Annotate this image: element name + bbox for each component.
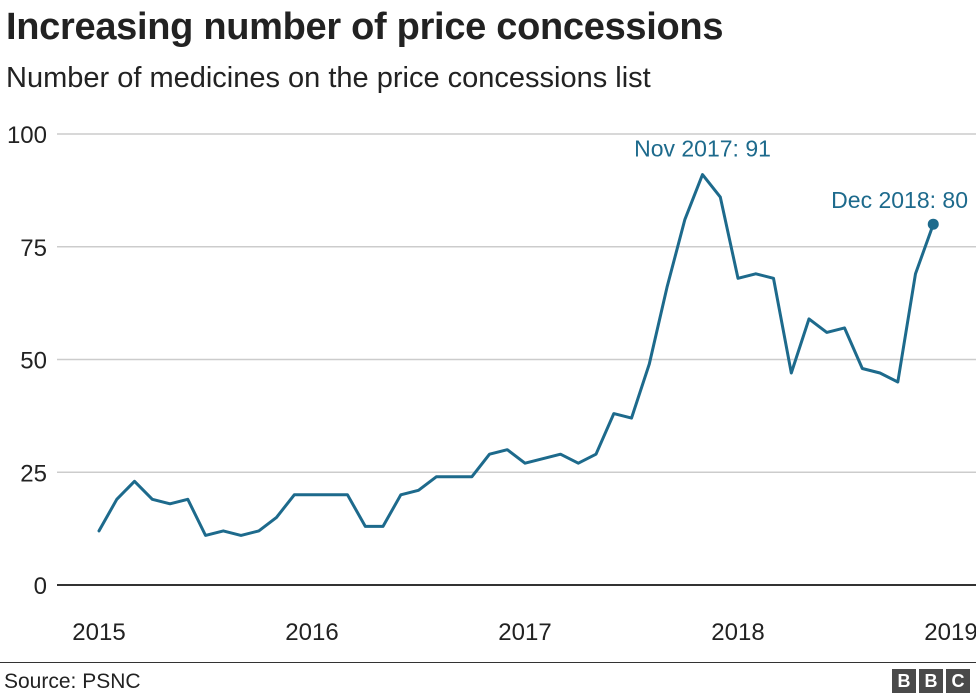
line-chart: 0 25 50 75 100 2015 2016 2017 2018 2019 Nov 2017… <box>7 122 976 646</box>
bbc-logo-block: B <box>892 669 916 693</box>
bbc-logo-block: C <box>946 669 970 693</box>
x-tick-label: 2017 <box>498 619 551 646</box>
y-tick-label: 25 <box>20 460 47 487</box>
y-tick-label: 0 <box>34 573 47 600</box>
y-tick-label: 50 <box>20 348 47 375</box>
chart-title: Increasing number of price concessions <box>6 6 724 48</box>
y-tick-label: 100 <box>7 122 47 149</box>
source-note: Source: PSNC <box>4 670 141 693</box>
chart-subtitle: Number of medicines on the price concess… <box>6 62 651 94</box>
footer-divider <box>0 662 976 663</box>
x-tick-label: 2016 <box>285 619 338 646</box>
x-tick-label: 2015 <box>72 619 125 646</box>
annotation-label: Nov 2017: 91 <box>634 136 771 162</box>
y-tick-label: 75 <box>20 235 47 262</box>
annotation-label: Dec 2018: 80 <box>831 187 968 213</box>
series <box>97 173 935 537</box>
annotations: Nov 2017: 91 Dec 2018: 80 <box>634 136 968 230</box>
grid-lines <box>57 133 976 586</box>
x-tick-label: 2018 <box>711 619 764 646</box>
end-point-marker <box>927 218 939 230</box>
bbc-logo-block: B <box>919 669 943 693</box>
y-tick-labels: 0 25 50 75 100 <box>7 122 47 600</box>
bbc-logo: B B C <box>892 669 970 693</box>
x-tick-label: 2019 <box>924 619 976 646</box>
series-line <box>97 173 935 537</box>
x-tick-labels: 2015 2016 2017 2018 2019 <box>72 619 976 646</box>
